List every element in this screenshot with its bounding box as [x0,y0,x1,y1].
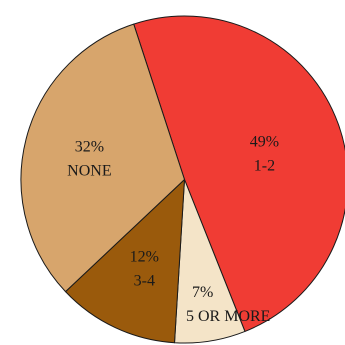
pie-category-label-5-or-more: 5 OR MORE [186,308,270,325]
pie-slices [20,15,345,344]
pie-value-label-none: 32% [75,138,104,155]
pie-value-label-3-4: 12% [130,248,159,265]
pie-slice-none [20,23,185,293]
pie-category-label-none: NONE [67,162,111,179]
pie-category-label-3-4: 3-4 [134,272,155,289]
pie-labels: 49% 1-2 7% 5 OR MORE 12% 3-4 32% NONE [67,134,279,325]
pie-value-label-5-or-more: 7% [192,284,213,301]
pie-category-label-1-2: 1-2 [254,158,275,175]
pie-slice-1-2 [133,15,345,332]
pie-value-label-1-2: 49% [250,134,279,151]
pie-slice-3-4 [65,179,185,344]
